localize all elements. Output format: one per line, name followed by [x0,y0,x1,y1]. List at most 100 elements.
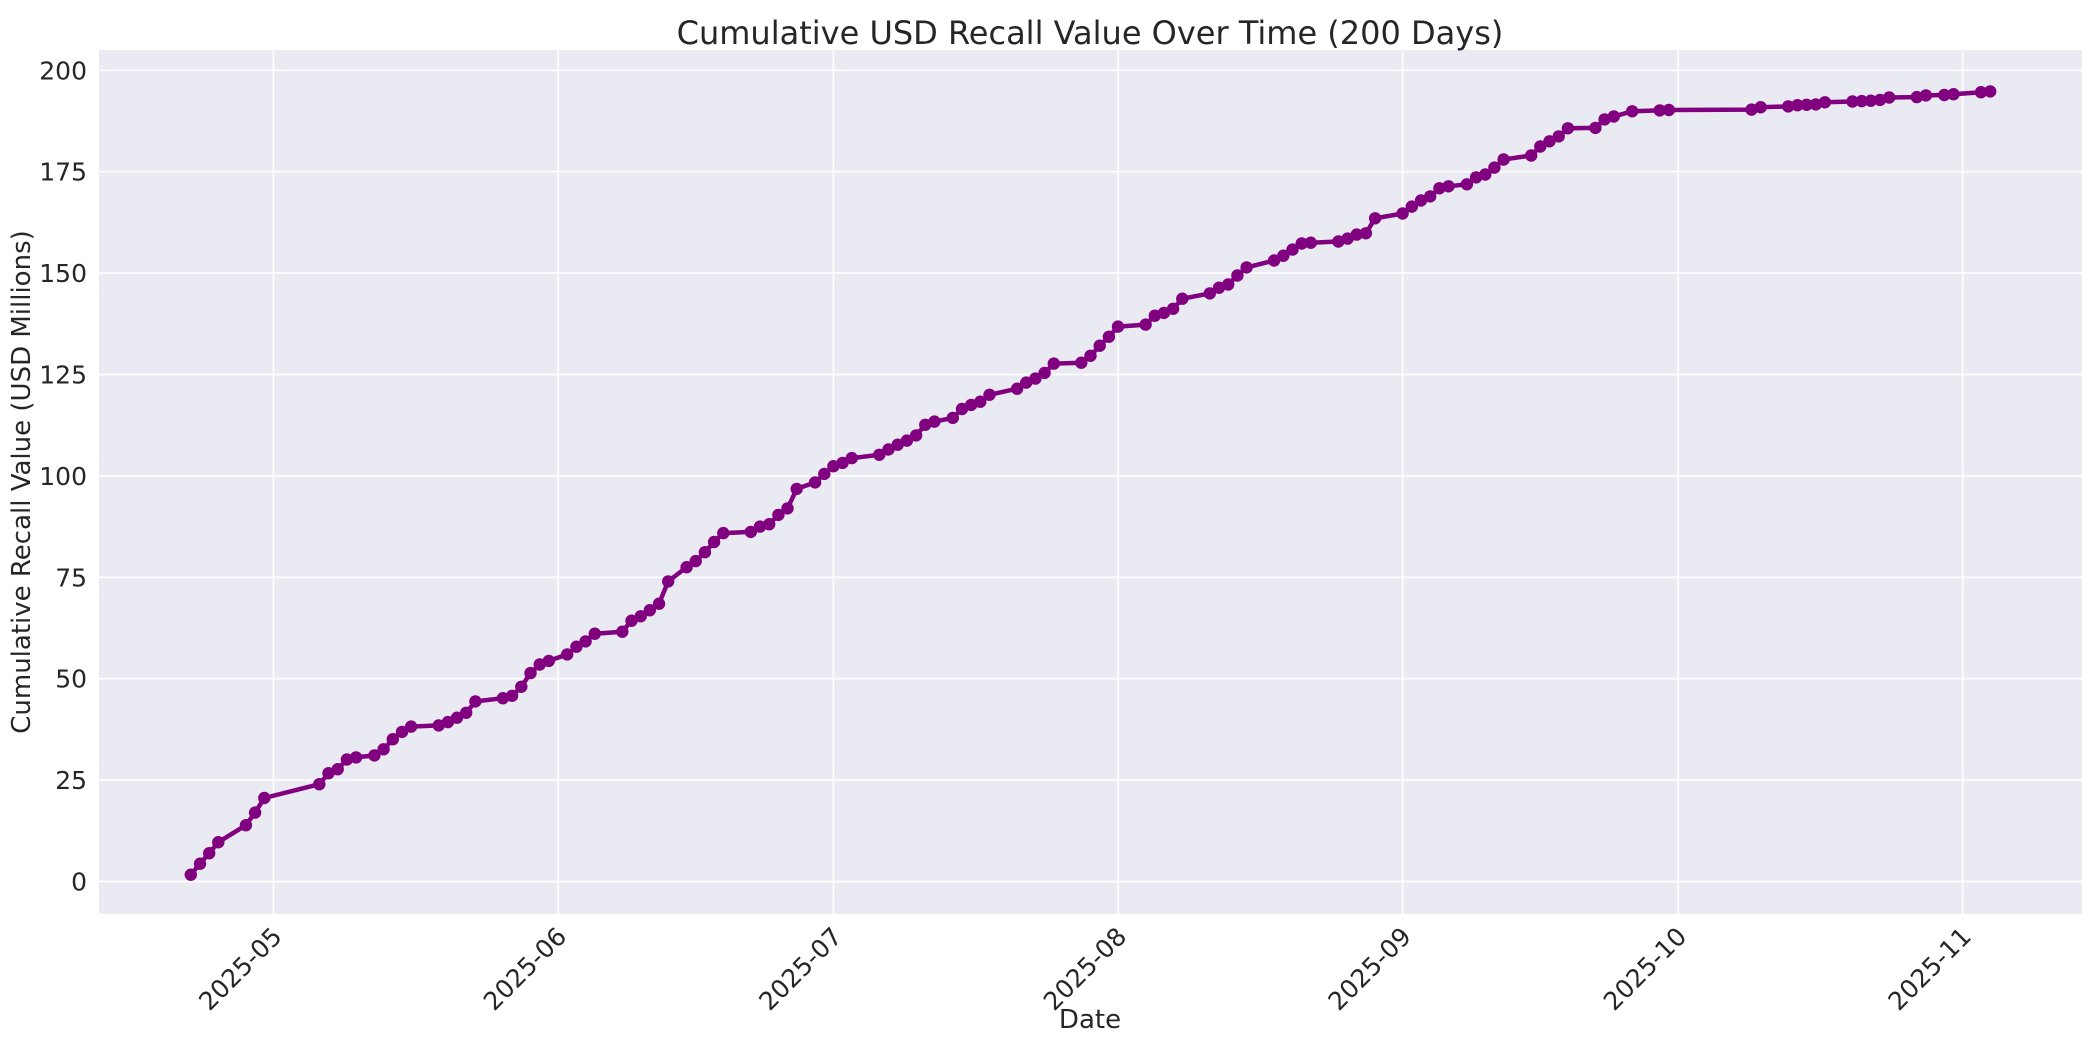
data-point [1424,190,1437,203]
data-point [1277,249,1290,262]
data-point [368,749,381,762]
data-point [625,614,638,627]
x-tick-label: 2025-09 [1323,922,1417,1016]
data-point [1782,100,1795,113]
y-tick-label: 200 [39,56,87,85]
data-point [1855,94,1868,108]
data-point [1286,243,1299,256]
data-point [515,680,528,693]
data-point [450,711,464,724]
y-tick-label: 100 [39,462,87,491]
data-point [1883,91,1896,104]
x-tick-label: 2025-08 [1038,922,1132,1016]
data-point [386,733,399,746]
data-point [836,456,849,470]
data-point [1047,357,1061,370]
data-point [542,654,555,668]
data-point [313,778,326,791]
data-point [1166,302,1180,315]
data-point [790,482,803,496]
data-point [1231,269,1244,282]
data-point [983,388,996,401]
y-axis-label: Cumulative Recall Value (USD Millions) [7,230,37,734]
data-point [900,434,914,447]
data-point [808,476,822,489]
data-point [1791,99,1804,112]
x-tick-label: 2025-11 [1883,922,1977,1016]
data-point [1029,372,1042,385]
data-point [1111,320,1125,333]
data-point [1497,153,1510,166]
data-point [1864,94,1878,107]
data-point [928,415,941,428]
data-point [1093,339,1106,352]
data-series [184,85,1997,881]
data-point [781,502,794,515]
data-point [1525,149,1538,162]
data-point [1938,88,1951,102]
data-point [1543,135,1556,148]
data-point [1818,96,1832,109]
data-point [1405,200,1419,213]
data-point [524,666,537,680]
data-point [1534,140,1547,153]
data-point [1479,168,1492,181]
data-point [717,526,730,540]
data-point [377,743,390,756]
data-point [1662,103,1676,117]
data-point [1984,85,1997,98]
data-point [193,857,207,870]
y-tick-label: 25 [55,766,87,795]
data-point [570,640,583,653]
x-tick-label: 2025-05 [193,922,287,1016]
y-tick-label: 0 [71,868,87,897]
data-point [763,518,776,531]
data-point [1010,382,1024,395]
data-point [1396,207,1409,220]
data-point [1607,110,1621,123]
y-tick-label: 150 [39,259,87,288]
data-point [1075,356,1088,369]
data-point [1442,180,1455,193]
data-point [1304,236,1318,249]
data-point [395,725,409,739]
data-point [1102,330,1116,343]
data-point [1359,227,1373,240]
data-point [1800,98,1813,112]
data-point [1203,287,1217,300]
x-tick-label: 2025-07 [753,922,847,1016]
data-point [1176,292,1189,305]
data-point [1974,86,1988,99]
data-point [184,868,197,881]
data-point [616,625,629,638]
data-point [1626,105,1639,118]
data-point [1084,349,1097,362]
y-tick-label: 175 [39,158,87,187]
data-point [882,443,895,456]
x-tick-label: 2025-10 [1598,922,1692,1016]
data-point [588,627,601,640]
data-point [643,604,656,617]
data-point [946,411,959,425]
data-point [689,554,702,568]
data-point [1038,366,1051,380]
data-point [1139,318,1152,331]
data-point [469,695,482,708]
data-point [1295,237,1308,250]
data-point [349,751,363,764]
data-point [1460,178,1474,191]
data-point [1947,88,1960,101]
data-point [248,806,262,819]
data-point [1846,95,1859,108]
data-point [239,819,253,832]
x-tick-label: 2025-06 [478,922,572,1016]
data-point [404,720,418,733]
data-point [561,648,574,661]
data-point [212,836,225,849]
data-point [331,763,344,776]
data-point [772,508,785,522]
data-point [1561,122,1575,135]
data-point [1222,278,1235,291]
